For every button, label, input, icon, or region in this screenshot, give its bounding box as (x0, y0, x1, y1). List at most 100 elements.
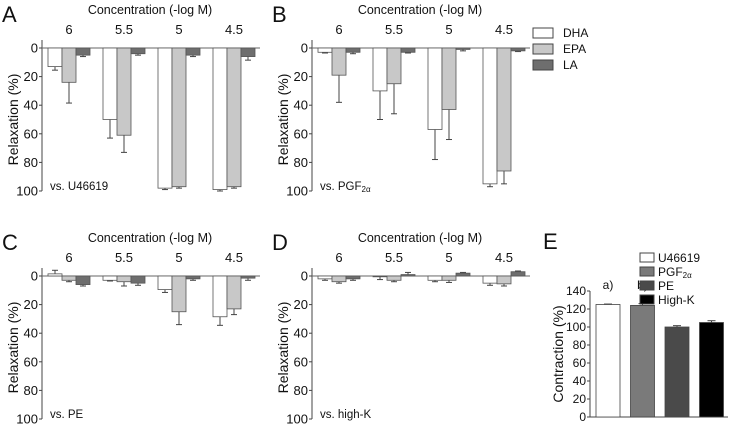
x-category-label: 4.5 (225, 250, 243, 265)
y-tick-label: 120 (566, 302, 586, 316)
bar-dha (482, 47, 498, 185)
y-axis-title: Relaxation (%) (275, 302, 291, 394)
y-tick-label: 100 (286, 184, 308, 199)
y-tick-label: 0 (579, 410, 586, 424)
x-category-label: 4.5 (495, 22, 513, 37)
y-tick-label: 60 (573, 356, 587, 370)
x-category-label: 6 (335, 22, 342, 37)
bar-la (130, 275, 146, 284)
y-axis-title: Relaxation (%) (5, 302, 21, 394)
bar-epa (226, 275, 242, 310)
bar-epa (386, 275, 402, 281)
y-tick-label: 100 (286, 412, 308, 425)
x-category-label: 5 (445, 250, 452, 265)
bar-la (455, 272, 471, 277)
y-tick-label: 100 (566, 320, 586, 334)
y-tick-label: 40 (294, 98, 308, 113)
bar-epa (496, 275, 512, 285)
x-category-label: 6 (65, 22, 72, 37)
legend-swatch (639, 280, 655, 291)
legend-swatch-la (532, 59, 554, 71)
bar-u46619 (595, 304, 621, 418)
bar-high-k (699, 322, 724, 418)
bar-epa (116, 275, 132, 283)
x-category-label: 6 (335, 250, 342, 265)
bar-dha (157, 47, 173, 189)
legend-label-la: LA (563, 58, 578, 72)
y-tick-label: 60 (294, 354, 308, 369)
y-tick-label: 140 (566, 284, 586, 298)
bar-epa (386, 47, 402, 85)
bar-epa (441, 275, 457, 281)
bar-epa (496, 47, 512, 172)
y-tick-label: 20 (24, 69, 38, 84)
y-tick-label: 0 (301, 269, 308, 284)
condition-label-subscript: 2α (362, 185, 371, 194)
y-tick-label: 20 (294, 69, 308, 84)
legend-swatch (639, 252, 655, 263)
panel-letter: C (2, 230, 18, 255)
condition-label: vs. PGF2α (320, 181, 371, 194)
bar-dha (317, 47, 333, 53)
y-tick-label: 40 (24, 98, 38, 113)
bar-epa (171, 47, 187, 188)
y-tick-label: 20 (24, 297, 38, 312)
legend-label: High-K (658, 293, 695, 307)
y-tick-label: 40 (573, 374, 587, 388)
bar-epa (441, 47, 457, 110)
bar-epa (116, 47, 132, 136)
shared-legend: DHA EPA LA (532, 26, 588, 72)
y-axis-title: Contraction (%) (550, 305, 566, 402)
x-category-label: 5.5 (115, 250, 133, 265)
bar-la (75, 275, 91, 285)
y-tick-label: 0 (301, 41, 308, 56)
x-axis-title: Concentration (-log M) (358, 231, 482, 245)
bar-la (130, 47, 146, 55)
bar-dha (47, 47, 63, 67)
y-tick-label: 60 (294, 126, 308, 141)
y-tick-label: 20 (573, 392, 587, 406)
y-tick-label: 80 (573, 338, 587, 352)
bar-epa (331, 275, 347, 283)
legend-label-subscript: 2α (683, 271, 692, 280)
panel-letter: E (543, 229, 558, 254)
bar-la (400, 47, 416, 53)
y-tick-label: 80 (24, 155, 38, 170)
x-axis-title: Concentration (-log M) (88, 3, 212, 17)
condition-label: vs. high-K (320, 409, 371, 421)
bar-dha (317, 275, 333, 280)
legend-swatch-epa (532, 43, 554, 55)
y-tick-label: 0 (31, 41, 38, 56)
legend-label: U46619 (658, 251, 700, 265)
bar-pe (664, 326, 690, 418)
legend-label: PE (658, 279, 674, 293)
y-tick-label: 80 (294, 155, 308, 170)
panel-letter: D (272, 230, 288, 255)
legend-label-dha: DHA (563, 26, 588, 40)
panel-d: D Concentration (-log M) 0 20 40 60 80 100 Relax… (272, 230, 530, 425)
bar-dha (47, 273, 63, 277)
legend-swatch (639, 294, 655, 305)
bar-la (345, 47, 361, 53)
bar-dha (482, 275, 498, 284)
bar-epa (226, 47, 242, 188)
x-category-label: 5.5 (385, 22, 403, 37)
bar-la (400, 274, 416, 277)
x-axis-title: Concentration (-log M) (358, 3, 482, 17)
bar-la (240, 275, 256, 279)
y-tick-label: 60 (24, 354, 38, 369)
bar-la (510, 271, 526, 277)
y-tick-label: 80 (24, 383, 38, 398)
bar-dha (372, 47, 388, 92)
y-tick-label: 60 (24, 126, 38, 141)
bar-epa (331, 47, 347, 76)
y-tick-label: 100 (16, 184, 38, 199)
bar-dha (212, 275, 228, 318)
panel-a: A Concentration (-log M) 0 20 40 60 80 100 Relax… (2, 2, 260, 199)
condition-label: vs. U46619 (50, 181, 108, 193)
bar-dha (372, 275, 388, 278)
x-category-label: 5.5 (115, 22, 133, 37)
bar-epa (61, 275, 77, 281)
